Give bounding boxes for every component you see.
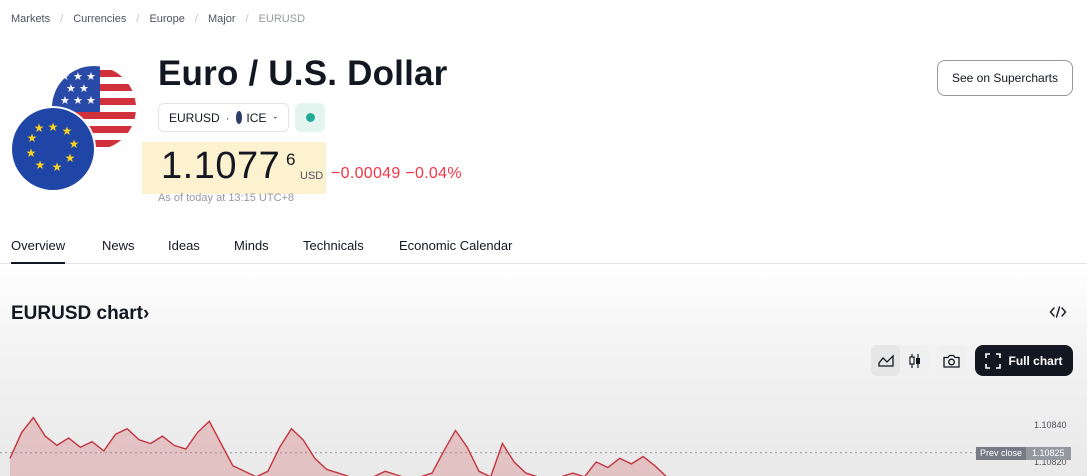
prev-close-marker: Prev close 1.10825 (976, 447, 1071, 460)
svg-text:★: ★ (79, 82, 89, 95)
exchange-label: ICE (246, 110, 267, 125)
svg-text:★: ★ (52, 160, 63, 174)
fullscreen-icon (985, 352, 1002, 369)
svg-text:★: ★ (34, 121, 45, 135)
area-chart-button[interactable] (871, 345, 900, 376)
full-chart-button[interactable]: Full chart (975, 345, 1073, 376)
svg-text:★: ★ (65, 151, 76, 165)
breadcrumb-separator: / (194, 13, 198, 25)
chart-title-link[interactable]: EURUSD chart› (11, 303, 149, 325)
breadcrumb-europe[interactable]: Europe (149, 13, 185, 25)
separator-dot: · (225, 110, 230, 125)
tab-minds[interactable]: Minds (234, 238, 269, 253)
change-absolute: −0.00049 (331, 165, 401, 182)
chart-section: EURUSD chart› Full chart 1.10840 1. (0, 265, 1087, 476)
svg-text:★: ★ (66, 82, 76, 95)
breadcrumb-separator: / (245, 13, 249, 25)
breadcrumb-eurusd: EURUSD (258, 13, 306, 25)
page-title: Euro / U.S. Dollar (158, 54, 448, 93)
price-area-fill (10, 417, 690, 476)
candles-icon (908, 353, 920, 368)
svg-text:★: ★ (60, 94, 70, 107)
svg-text:★: ★ (86, 94, 96, 107)
breadcrumb-major[interactable]: Major (207, 13, 236, 25)
y-axis-tick: 1.10820 (1034, 457, 1067, 467)
price-chart[interactable] (0, 385, 1087, 476)
tab-ideas[interactable]: Ideas (168, 238, 200, 253)
eu-flag-icon: ★ ★ ★ ★ ★ ★ ★ ★ ★ (10, 106, 96, 192)
price-currency: USD (300, 170, 324, 182)
tab-bar: Overview News Ideas Minds Technicals Eco… (0, 238, 1087, 264)
chart-style-toolbar (871, 345, 929, 376)
candles-chart-button[interactable] (900, 345, 929, 376)
camera-icon (943, 354, 960, 368)
breadcrumb-markets[interactable]: Markets (11, 13, 51, 25)
tab-economic-calendar[interactable]: Economic Calendar (399, 238, 513, 253)
tab-overview[interactable]: Overview (11, 238, 66, 264)
snapshot-button[interactable] (936, 345, 967, 376)
svg-text:★: ★ (27, 131, 38, 145)
last-price: 1.1077 (161, 145, 281, 187)
area-chart-icon (877, 353, 894, 367)
svg-text:★: ★ (73, 70, 83, 83)
exchange-logo-icon (235, 111, 243, 124)
symbol-exchange-selector[interactable]: EURUSD · ICE (158, 103, 289, 132)
change-percent: −0.04% (405, 165, 462, 182)
svg-text:★: ★ (35, 158, 46, 172)
breadcrumb-currencies[interactable]: Currencies (73, 13, 127, 25)
tab-technicals[interactable]: Technicals (303, 238, 364, 253)
price-line (9, 416, 667, 476)
chevron-down-icon (274, 116, 278, 119)
market-status-indicator[interactable] (295, 103, 325, 132)
price-change: −0.00049 −0.04% (331, 165, 462, 183)
svg-text:★: ★ (86, 70, 96, 83)
prev-close-value: 1.10825 (1026, 447, 1071, 460)
svg-text:★: ★ (48, 120, 59, 134)
svg-text:★: ★ (69, 137, 80, 151)
full-chart-label: Full chart (1008, 353, 1063, 368)
breadcrumb: Markets / Currencies / Europe / Major / … (11, 13, 305, 25)
last-price-pipette: 6 (286, 150, 296, 169)
currency-flags: ★ ★ ★ ★ ★ ★ ★ ★ ★ ★ ★ ★ ★ ★ ★ ★ ★ (8, 66, 140, 196)
svg-text:★: ★ (73, 94, 83, 107)
svg-text:★: ★ (62, 124, 73, 138)
y-axis-tick: 1.10840 (1034, 420, 1067, 430)
prev-close-label: Prev close (976, 447, 1027, 460)
breadcrumb-separator: / (60, 13, 64, 25)
price-highlight (142, 142, 326, 194)
market-open-icon (305, 113, 315, 122)
as-of-timestamp: As of today at 13:15 UTC+8 (158, 192, 295, 204)
breadcrumb-separator: / (136, 13, 140, 25)
chevron-right-icon: › (142, 303, 150, 324)
tab-news[interactable]: News (102, 238, 135, 253)
symbol-label: EURUSD (169, 110, 220, 125)
embed-code-icon[interactable] (1049, 304, 1067, 320)
see-on-supercharts-button[interactable]: See on Supercharts (937, 60, 1073, 96)
chart-title-text: EURUSD chart (11, 303, 143, 324)
svg-text:★: ★ (26, 146, 37, 160)
